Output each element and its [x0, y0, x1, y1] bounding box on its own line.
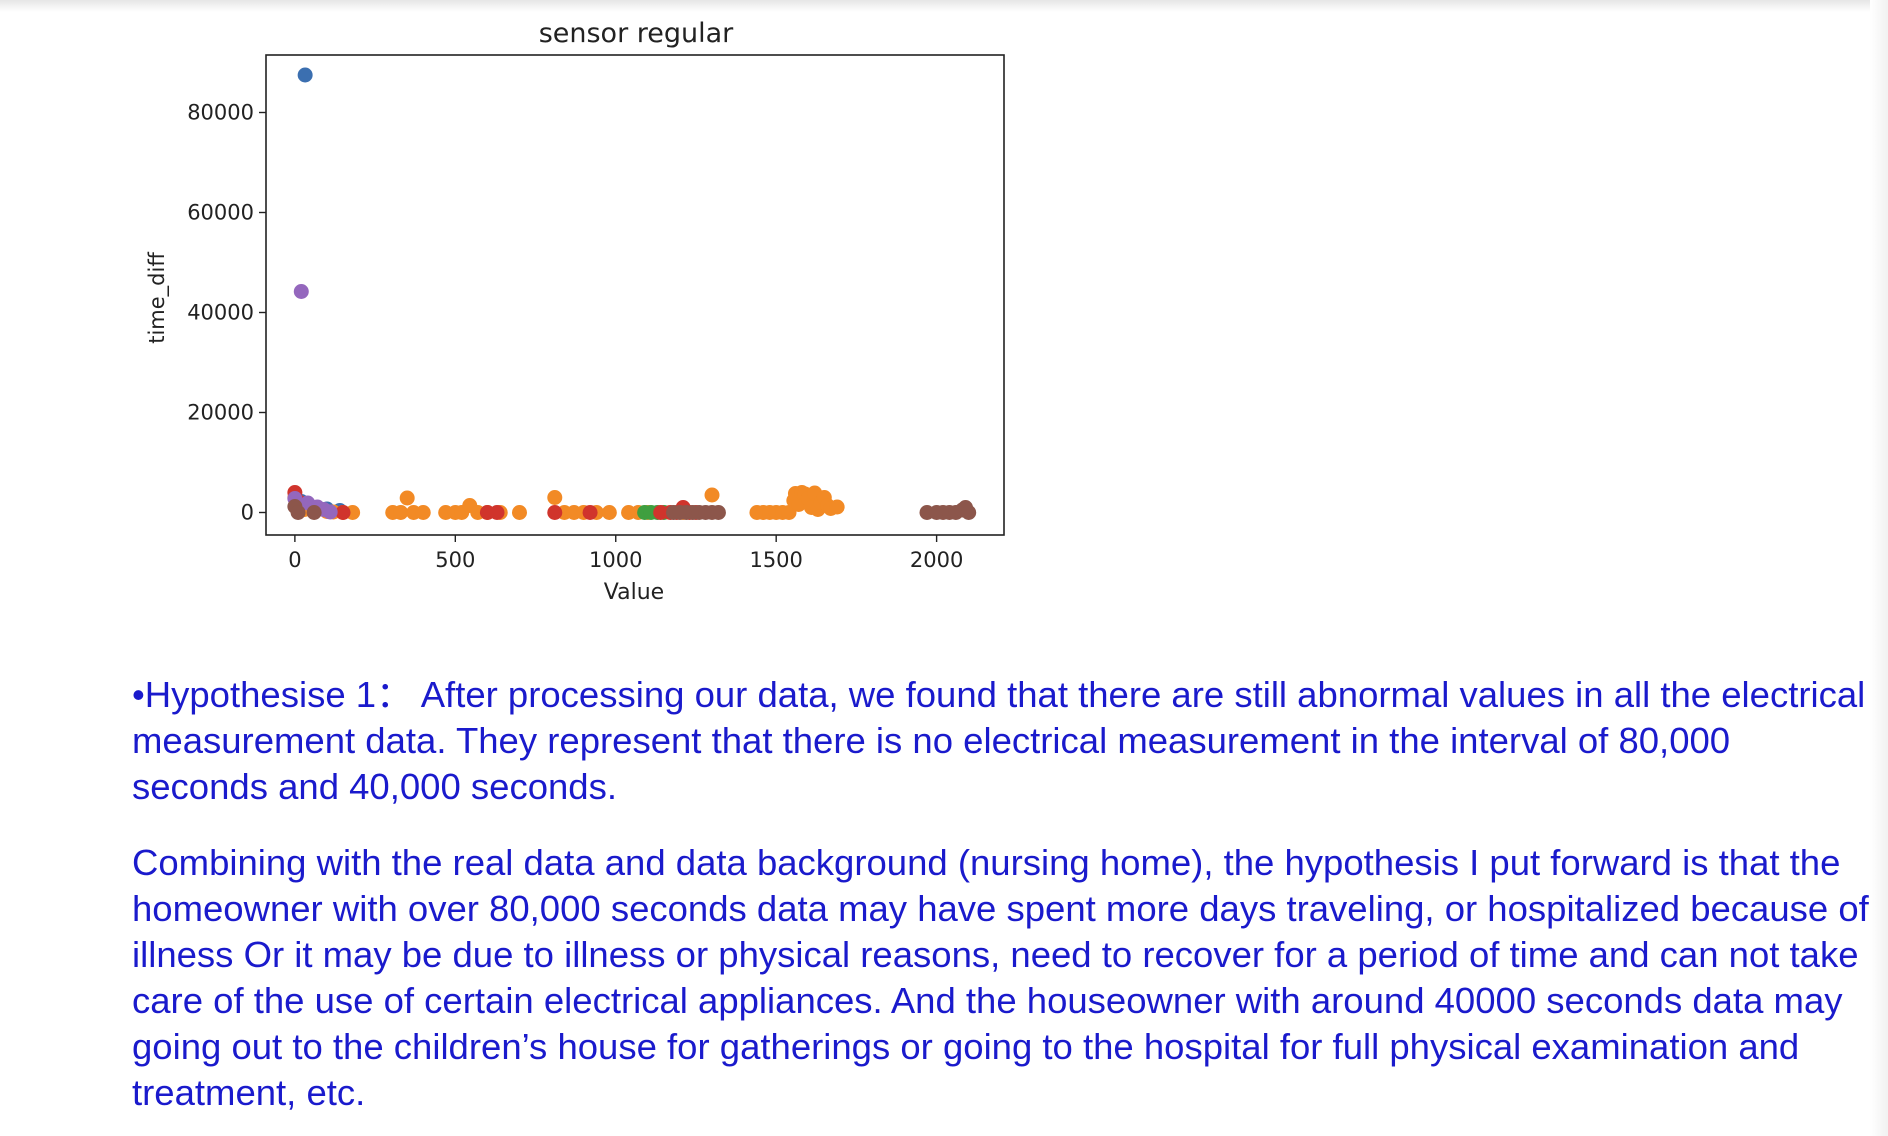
y-tick-label: 60000 [187, 201, 254, 225]
data-point-series-2 [547, 490, 563, 505]
data-point-series-5 [293, 284, 309, 299]
data-point-series-2 [829, 499, 845, 515]
data-point-series-6 [290, 505, 306, 520]
data-point-series-4 [547, 505, 563, 520]
data-point-series-6 [306, 505, 322, 520]
data-point-series-4 [489, 505, 505, 520]
x-axis-label: Value [604, 580, 664, 605]
window-right-edge [1870, 0, 1888, 1136]
scatter-chart: sensor regular time_diff Value 0 500 1000 1… [145, 18, 1005, 605]
data-point-series-2 [393, 505, 409, 520]
data-point-series-5 [322, 504, 338, 520]
data-point-series-4 [335, 505, 351, 520]
y-tick-label: 0 [241, 501, 254, 525]
hypothesis-explanation-paragraph: Combining with the real data and data ba… [132, 842, 1869, 1113]
data-point-series-6 [961, 505, 977, 520]
chart-title: sensor regular [539, 18, 734, 49]
x-tick-label: 500 [435, 548, 475, 572]
window-top-edge [0, 0, 1888, 12]
x-tick-label: 1000 [589, 548, 642, 572]
hypothesis-paragraph: •Hypothesise 1： After processing our dat… [132, 674, 1866, 807]
y-axis-label: time_diff [145, 252, 170, 344]
data-point-series-4 [582, 505, 598, 520]
data-points [287, 67, 977, 520]
data-point-series-2 [415, 505, 431, 520]
hypothesis-notes: •Hypothesise 1： After processing our dat… [132, 672, 1872, 1116]
y-tick-label: 80000 [187, 101, 254, 125]
data-point-series-6 [710, 505, 726, 520]
x-tick-label: 0 [288, 548, 301, 572]
data-point-series-2 [601, 505, 617, 520]
x-tick-label: 2000 [910, 548, 963, 572]
data-point-series-2 [511, 505, 527, 520]
x-tick-label: 1500 [749, 548, 802, 572]
plot-area-frame [265, 54, 1005, 536]
data-point-series-2 [704, 487, 720, 503]
y-tick-label: 20000 [187, 401, 254, 425]
data-point-series-1 [297, 67, 313, 83]
data-point-series-2 [399, 490, 415, 506]
y-tick-label: 40000 [187, 301, 254, 325]
